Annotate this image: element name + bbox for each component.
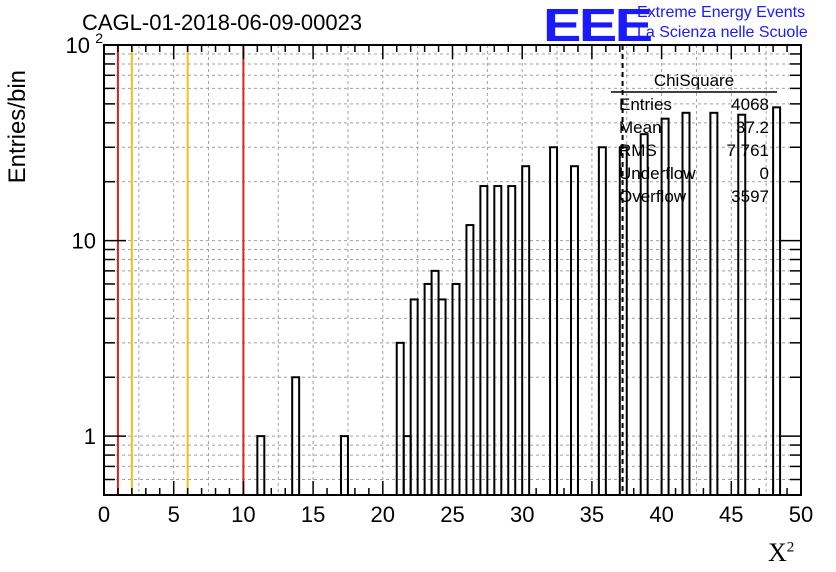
histogram-bar	[423, 282, 433, 496]
x-tick-label: 35	[580, 502, 604, 527]
eee-logo: EEE	[543, 0, 653, 51]
histogram-bar	[597, 146, 607, 497]
x-axis-label-base: X	[768, 538, 787, 567]
stats-label: Underflow	[619, 164, 696, 183]
histogram-bar	[737, 113, 747, 497]
x-tick-label: 30	[510, 502, 534, 527]
y-tick-label: 10	[66, 33, 90, 58]
x-axis-label-sup: 2	[786, 539, 795, 556]
stats-label: Mean	[619, 118, 662, 137]
x-tick-label: 15	[301, 502, 325, 527]
histogram-bar	[493, 185, 503, 496]
axis-ticks	[103, 44, 802, 496]
histogram-bars	[256, 106, 782, 497]
stats-value: 0	[760, 164, 769, 183]
histogram-bar	[521, 165, 531, 496]
x-axis-label: X2	[768, 538, 794, 568]
histogram-bar	[409, 298, 419, 496]
histogram-bar	[569, 165, 579, 496]
x-tick-label: 50	[789, 502, 813, 527]
y-axis-label-box: Entries/bin	[4, 70, 44, 184]
histogram-bar	[549, 146, 559, 497]
x-tick-label: 25	[440, 502, 464, 527]
histogram-bar	[507, 185, 517, 496]
stats-value: 7.761	[726, 141, 769, 160]
histogram-bar	[479, 185, 489, 496]
histogram-bar	[451, 282, 461, 496]
stats-value: 4068	[731, 95, 769, 114]
y-tick-label: 10	[72, 229, 96, 254]
stats-value: 37.2	[736, 118, 769, 137]
x-tick-labels: 0 5 10 15 20 25 30 35 40 45 50	[98, 502, 813, 527]
stats-title: ChiSquare	[654, 71, 734, 90]
y-axis-label: Entries/bin	[4, 70, 31, 184]
x-tick-label: 20	[371, 502, 395, 527]
stats-label: Entries	[619, 95, 672, 114]
x-tick-label: 10	[231, 502, 255, 527]
x-tick-label: 5	[168, 502, 180, 527]
stats-label: RMS	[619, 141, 657, 160]
stats-value: 3597	[731, 187, 769, 206]
run-title: CAGL-01-2018-06-09-00023	[82, 10, 363, 35]
y-tick-label: 1	[84, 424, 96, 449]
reference-lines	[116, 45, 624, 495]
histogram-bar	[395, 341, 405, 496]
histogram-bar	[437, 298, 447, 496]
x-tick-label: 0	[98, 502, 110, 527]
logo-line-2: La Scienza nelle Scuole	[637, 24, 808, 41]
y-tick-labels: 1 10 10 2	[66, 30, 104, 449]
x-tick-label: 40	[649, 502, 673, 527]
logo-line-1: Extreme Energy Events	[637, 4, 806, 21]
histogram-bar	[709, 111, 719, 496]
stats-box: ChiSquare Entries 4068 Mean 37.2 RMS 7.761 Unde…	[611, 71, 777, 206]
histogram-bar	[430, 269, 440, 496]
x-tick-label: 45	[719, 502, 743, 527]
stats-label: Overflow	[619, 187, 687, 206]
histogram-bar	[465, 224, 475, 496]
y-tick-label-sup: 2	[95, 30, 103, 46]
